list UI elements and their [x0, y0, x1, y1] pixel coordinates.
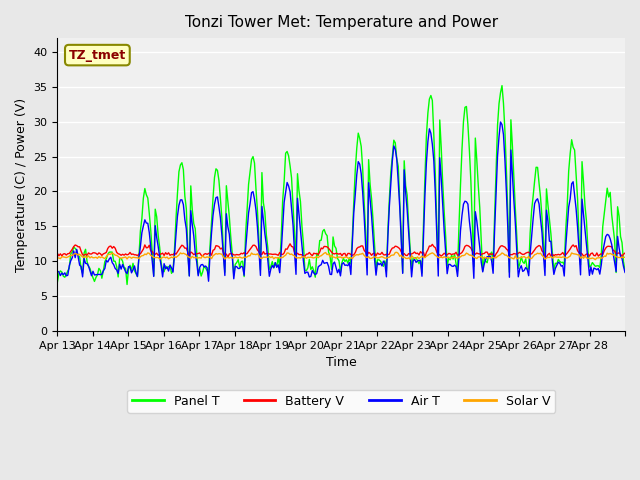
Air T: [73, 247, 81, 252]
Title: Tonzi Tower Met: Temperature and Power: Tonzi Tower Met: Temperature and Power: [184, 15, 498, 30]
Air T: [621, 269, 629, 275]
Solar V: [73, 251, 81, 257]
Line: Air T: Air T: [58, 122, 625, 281]
Air T: [545, 238, 553, 244]
Battery V: [73, 243, 81, 249]
Text: TZ_tmet: TZ_tmet: [68, 48, 126, 61]
Line: Battery V: Battery V: [58, 244, 625, 257]
Legend: Panel T, Battery V, Air T, Solar V: Panel T, Battery V, Air T, Solar V: [127, 390, 555, 413]
Battery V: [54, 251, 61, 256]
Solar V: [544, 254, 552, 260]
Panel T: [124, 282, 131, 288]
Air T: [205, 278, 212, 284]
Panel T: [621, 268, 629, 274]
Panel T: [498, 83, 506, 88]
Y-axis label: Temperature (C) / Power (V): Temperature (C) / Power (V): [15, 97, 28, 272]
Battery V: [621, 250, 629, 256]
Battery V: [348, 252, 356, 258]
Battery V: [620, 252, 627, 257]
Panel T: [73, 248, 81, 253]
X-axis label: Time: Time: [326, 356, 356, 369]
Panel T: [54, 279, 61, 285]
Panel T: [460, 119, 467, 125]
Solar V: [91, 255, 99, 261]
Solar V: [460, 252, 467, 258]
Air T: [497, 119, 504, 125]
Solar V: [54, 255, 61, 261]
Air T: [460, 201, 467, 207]
Panel T: [545, 216, 553, 222]
Battery V: [224, 254, 232, 260]
Panel T: [91, 278, 99, 284]
Air T: [620, 264, 627, 269]
Line: Panel T: Panel T: [58, 85, 625, 285]
Air T: [54, 268, 61, 274]
Air T: [91, 272, 99, 278]
Battery V: [461, 243, 468, 249]
Battery V: [286, 241, 294, 247]
Solar V: [393, 250, 401, 255]
Line: Solar V: Solar V: [58, 252, 625, 260]
Solar V: [620, 254, 627, 260]
Solar V: [591, 257, 599, 263]
Panel T: [620, 259, 627, 264]
Panel T: [347, 261, 355, 267]
Battery V: [91, 250, 99, 256]
Air T: [347, 272, 355, 277]
Solar V: [346, 256, 353, 262]
Battery V: [545, 251, 553, 256]
Solar V: [621, 254, 629, 260]
